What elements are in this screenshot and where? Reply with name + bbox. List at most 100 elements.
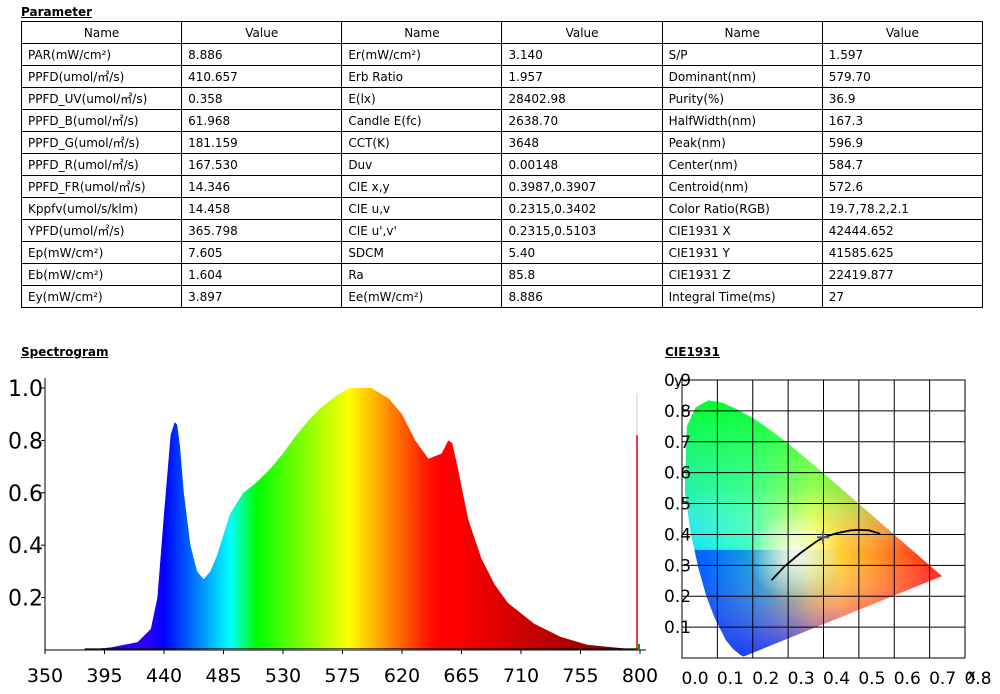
x-tick-label: 710 <box>503 665 539 687</box>
x-tick-label: 0.7 <box>929 669 956 689</box>
y-tick-label: 0.2 <box>664 587 691 607</box>
param-value-cell: 0.2315,0.3402 <box>501 197 663 220</box>
header-value-2: Value <box>501 21 663 44</box>
param-name-cell: Ra <box>341 263 503 286</box>
y-tick-label: 0.7 <box>664 433 691 453</box>
param-value-cell: 3648 <box>501 131 663 154</box>
param-name-cell: CIE1931 X <box>661 219 823 242</box>
param-name-cell: Purity(%) <box>661 87 823 110</box>
header-value-1: Value <box>181 21 343 44</box>
param-name-cell: PPFD_FR(umol/㎡/s) <box>20 175 183 198</box>
table-row: PPFD(umol/㎡/s) 410.657 Erb Ratio 1.957 Domin… <box>20 65 984 88</box>
param-name-cell: SDCM <box>341 241 503 264</box>
y-tick-label: 0.4 <box>8 534 43 559</box>
param-name-cell: Dominant(nm) <box>661 65 823 88</box>
parameter-table: Name Value Name Value Name Value PAR(mW/… <box>20 21 984 308</box>
parameter-title: Parameter <box>21 5 93 19</box>
param-value-cell: 19.7,78.2,2.1 <box>821 197 984 220</box>
spectrum-area <box>84 388 640 650</box>
param-value-cell: 3.897 <box>181 285 343 308</box>
table-row: PPFD_G(umol/㎡/s) 181.159 CCT(K) 3648 Peak(nm… <box>20 131 984 154</box>
param-name-cell: Centroid(nm) <box>661 175 823 198</box>
param-value-cell: 584.7 <box>821 153 984 176</box>
param-value-cell: 2638.70 <box>501 109 663 132</box>
table-row: PPFD_B(umol/㎡/s) 61.968 Candle E(fc) 2638.7… <box>20 109 984 132</box>
table-row: Kppfv(umol/s/klm) 14.458 CIE u,v 0.2315,0.3… <box>20 197 984 220</box>
planckian-locus <box>770 528 881 581</box>
x-tick-label: 665 <box>443 665 479 687</box>
param-value-cell: 0.3987,0.3907 <box>501 175 663 198</box>
param-name-cell: Color Ratio(RGB) <box>661 197 823 220</box>
param-value-cell: 27 <box>821 285 984 308</box>
param-name-cell: HalfWidth(nm) <box>661 109 823 132</box>
table-row: YPFD(umol/㎡/s) 365.798 CIE u',v' 0.2315,0.5… <box>20 219 984 242</box>
gamut-white-point <box>750 511 841 602</box>
param-name-cell: PAR(mW/cm²) <box>20 43 183 66</box>
param-value-cell: 410.657 <box>181 65 343 88</box>
x-tick-label: 0.2 <box>752 669 779 689</box>
param-name-cell: CIE u,v <box>341 197 503 220</box>
param-name-cell: Candle E(fc) <box>341 109 503 132</box>
param-name-cell: PPFD_B(umol/㎡/s) <box>20 109 183 132</box>
param-name-cell: Ey(mW/cm²) <box>20 285 183 308</box>
param-value-cell: 5.40 <box>501 241 663 264</box>
param-name-cell: Ee(mW/cm²) <box>341 285 503 308</box>
param-value-cell: 41585.625 <box>821 241 984 264</box>
param-name-cell: Duv <box>341 153 503 176</box>
y-tick-label: 0.6 <box>8 482 43 507</box>
param-value-cell: 22419.877 <box>821 263 984 286</box>
param-name-cell: PPFD_G(umol/㎡/s) <box>20 131 183 154</box>
param-name-cell: Center(nm) <box>661 153 823 176</box>
param-value-cell: 1.597 <box>821 43 984 66</box>
param-name-cell: YPFD(umol/㎡/s) <box>20 219 183 242</box>
param-name-cell: Erb Ratio <box>341 65 503 88</box>
param-name-cell: PPFD(umol/㎡/s) <box>20 65 183 88</box>
param-value-cell: 167.3 <box>821 109 984 132</box>
parameter-header-row: Name Value Name Value Name Value <box>20 21 984 44</box>
cie-frame <box>681 379 966 659</box>
param-name-cell: PPFD_R(umol/㎡/s) <box>20 153 183 176</box>
table-row: Ep(mW/cm²) 7.605 SDCM 5.40 CIE1931 Y 41585.62… <box>20 241 984 264</box>
param-value-cell: 3.140 <box>501 43 663 66</box>
param-name-cell: Ep(mW/cm²) <box>20 241 183 264</box>
param-value-cell: 14.346 <box>181 175 343 198</box>
header-name-1: Name <box>20 21 183 44</box>
param-name-cell: CIE1931 Z <box>661 263 823 286</box>
y-axis-label: y <box>674 372 683 390</box>
table-row: PAR(mW/cm²) 8.886 Er(mW/cm²) 3.140 S/P 1.597 <box>20 43 984 66</box>
table-row: PPFD_R(umol/㎡/s) 167.530 Duv 0.00148 Center(… <box>20 153 984 176</box>
param-name-cell: Kppfv(umol/s/klm) <box>20 197 183 220</box>
param-value-cell: 365.798 <box>181 219 343 242</box>
x-tick-label: 0.1 <box>717 669 744 689</box>
spectrogram-chart: 0.2 0.4 0.6 0.8 1.0 350 395 440 485 530 575 620 665 7… <box>8 377 658 687</box>
header-name-2: Name <box>341 21 503 44</box>
x-tick-label: 350 <box>27 665 63 687</box>
parameter-table-body: PAR(mW/cm²) 8.886 Er(mW/cm²) 3.140 S/P 1.597 P… <box>20 43 984 308</box>
param-value-cell: 8.886 <box>181 43 343 66</box>
param-value-cell: 8.886 <box>501 285 663 308</box>
param-name-cell: CIE x,y <box>341 175 503 198</box>
y-tick-label: 1.0 <box>8 377 43 402</box>
param-value-cell: 0.2315,0.5103 <box>501 219 663 242</box>
param-value-cell: 572.6 <box>821 175 984 198</box>
x-tick-label: 485 <box>205 665 241 687</box>
param-value-cell: 0.358 <box>181 87 343 110</box>
cie1931-title: CIE1931 <box>665 345 720 359</box>
param-name-cell: PPFD_UV(umol/㎡/s) <box>20 87 183 110</box>
y-tick-label: 0.2 <box>8 587 43 612</box>
param-name-cell: CIE1931 Y <box>661 241 823 264</box>
param-name-cell: Er(mW/cm²) <box>341 43 503 66</box>
table-row: PPFD_UV(umol/㎡/s) 0.358 E(lx) 28402.98 Purit… <box>20 87 984 110</box>
table-row: Ey(mW/cm²) 3.897 Ee(mW/cm²) 8.886 Integral T… <box>20 285 984 308</box>
x-tick-label: 0.3 <box>788 669 815 689</box>
y-tick-label: 0.5 <box>664 495 691 515</box>
param-value-cell: 61.968 <box>181 109 343 132</box>
table-row: Eb(mW/cm²) 1.604 Ra 85.8 CIE1931 Z 22419.877 <box>20 263 984 286</box>
header-name-3: Name <box>661 21 823 44</box>
x-tick-label: 0.5 <box>858 669 885 689</box>
param-name-cell: CCT(K) <box>341 131 503 154</box>
param-value-cell: 42444.652 <box>821 219 984 242</box>
param-value-cell: 1.604 <box>181 263 343 286</box>
y-tick-label: 0.6 <box>664 464 691 484</box>
x-tick-label: 0.4 <box>823 669 850 689</box>
